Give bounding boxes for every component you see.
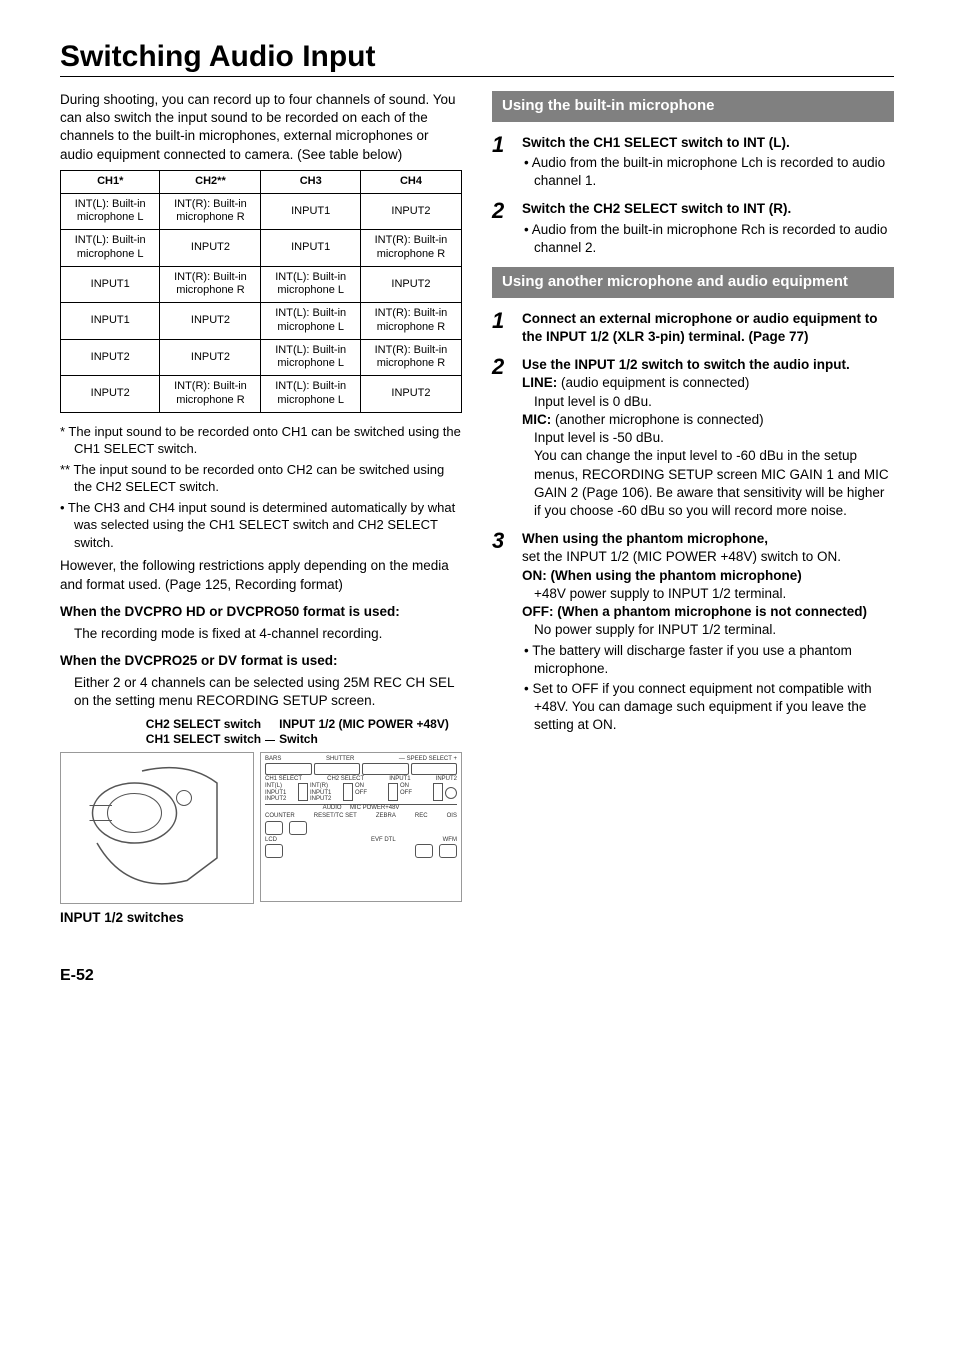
off-sub: No power supply for INPUT 1/2 terminal. [522, 621, 894, 639]
intro-text: During shooting, you can record up to fo… [60, 91, 462, 164]
off-label: OFF: (When a phantom microphone is not c… [522, 603, 894, 621]
note-2: ** The input sound to be recorded onto C… [60, 461, 462, 496]
section-builtin-mic: Using the built-in microphone [492, 91, 894, 122]
mic-note: You can change the input level to -60 dB… [522, 447, 894, 520]
table-row: INPUT2INT(R): Built-in microphone RINT(L… [61, 376, 462, 413]
diagram-area: BARS SHUTTER — SPEED SELECT + CH1 SELECT… [60, 752, 462, 904]
camera-body-diagram [60, 752, 254, 904]
format-heading-1: When the DVCPRO HD or DVCPRO50 format is… [60, 604, 462, 619]
table-row: INT(L): Built-in microphone LINT(R): Bui… [61, 193, 462, 230]
step-2b: 2 Use the INPUT 1/2 switch to switch the… [492, 356, 894, 520]
step-title: When using the phantom microphone, [522, 530, 894, 548]
step-title: Switch the CH2 SELECT switch to INT (R). [522, 200, 894, 218]
line-row: LINE: (audio equipment is connected) [522, 374, 894, 392]
diagram-label-input12: INPUT 1/2 (MIC POWER +48V) Switch [279, 717, 462, 748]
mic-row: MIC: (another microphone is connected) [522, 411, 894, 429]
step-number: 2 [492, 200, 512, 257]
diagram-label-ch2: CH2 SELECT switch [60, 717, 261, 733]
step-body-text: set the INPUT 1/2 (MIC POWER +48V) switc… [522, 548, 894, 566]
format-body-2: Either 2 or 4 channels can be selected u… [60, 674, 462, 710]
table-row: INPUT1INT(R): Built-in microphone RINT(L… [61, 266, 462, 303]
line-sub: Input level is 0 dBu. [522, 393, 894, 411]
table-header: CH2** [160, 170, 261, 193]
format-heading-2: When the DVCPRO25 or DV format is used: [60, 653, 462, 668]
page-number: E-52 [60, 967, 894, 985]
diagram-caption: INPUT 1/2 switches [60, 910, 462, 925]
page-title: Switching Audio Input [60, 40, 894, 77]
right-column: Using the built-in microphone 1 Switch t… [492, 85, 894, 927]
note-3: • The CH3 and CH4 input sound is determi… [60, 499, 462, 552]
step-title: Switch the CH1 SELECT switch to INT (L). [522, 134, 894, 152]
diagram-label-row: CH2 SELECT switch CH1 SELECT switch INPU… [60, 717, 462, 748]
mic-sub: Input level is -50 dBu. [522, 429, 894, 447]
step-number: 1 [492, 134, 512, 191]
step-2: 2 Switch the CH2 SELECT switch to INT (R… [492, 200, 894, 257]
table-header: CH1* [61, 170, 160, 193]
camera-outline-icon [61, 753, 253, 903]
diagram-label-ch1: CH1 SELECT switch [60, 732, 261, 748]
step-bullet: • Audio from the built-in microphone Lch… [522, 154, 894, 190]
on-label: ON: (When using the phantom microphone) [522, 567, 894, 585]
note-4: However, the following restrictions appl… [60, 557, 462, 593]
note-1: * The input sound to be recorded onto CH… [60, 423, 462, 458]
format-body-1: The recording mode is fixed at 4-channel… [60, 625, 462, 643]
step-1b: 1 Connect an external microphone or audi… [492, 310, 894, 346]
table-header: CH3 [261, 170, 360, 193]
table-row: INT(L): Built-in microphone LINPUT2INPUT… [61, 230, 462, 267]
table-notes: * The input sound to be recorded onto CH… [60, 423, 462, 552]
step-number: 2 [492, 356, 512, 520]
table-row: INPUT2INPUT2INT(L): Built-in microphone … [61, 339, 462, 376]
channel-table: CH1* CH2** CH3 CH4 INT(L): Built-in micr… [60, 170, 462, 413]
table-row: INPUT1INPUT2INT(L): Built-in microphone … [61, 303, 462, 340]
step-title: Use the INPUT 1/2 switch to switch the a… [522, 356, 894, 374]
phantom-bullet-1: • The battery will discharge faster if y… [522, 642, 894, 678]
switch-panel-diagram: BARS SHUTTER — SPEED SELECT + CH1 SELECT… [260, 752, 462, 902]
table-header-row: CH1* CH2** CH3 CH4 [61, 170, 462, 193]
section-other-mic: Using another microphone and audio equip… [492, 267, 894, 298]
table-header: CH4 [360, 170, 461, 193]
phantom-bullet-2: • Set to OFF if you connect equipment no… [522, 680, 894, 735]
on-sub: +48V power supply to INPUT 1/2 terminal. [522, 585, 894, 603]
step-3b: 3 When using the phantom microphone, set… [492, 530, 894, 734]
step-title: Connect an external microphone or audio … [522, 310, 894, 346]
step-number: 1 [492, 310, 512, 346]
step-1: 1 Switch the CH1 SELECT switch to INT (L… [492, 134, 894, 191]
step-bullet: • Audio from the built-in microphone Rch… [522, 221, 894, 257]
step-number: 3 [492, 530, 512, 734]
left-column: During shooting, you can record up to fo… [60, 85, 462, 927]
